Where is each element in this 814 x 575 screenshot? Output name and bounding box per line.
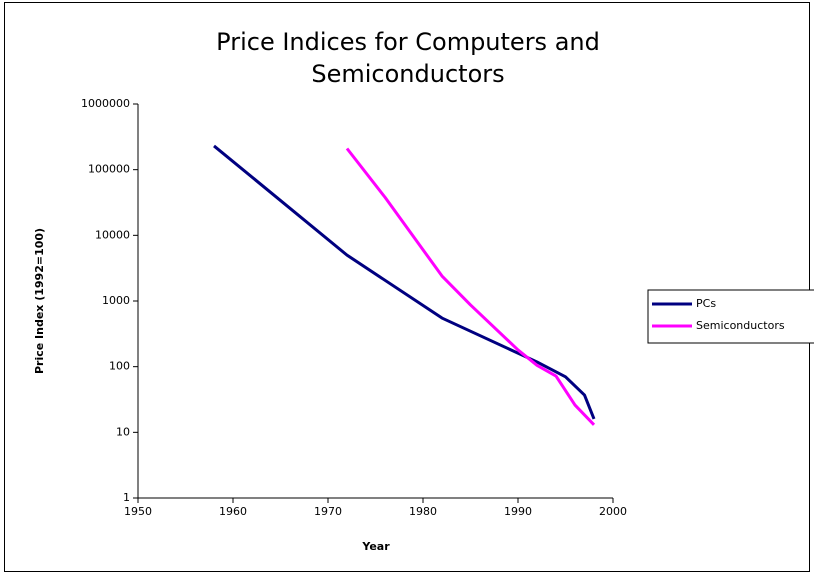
y-tick-label: 100000 xyxy=(88,163,130,176)
y-axis-label: Price Index (1992=100) xyxy=(33,228,46,374)
x-tick-label: 1980 xyxy=(409,505,437,518)
chart-frame xyxy=(4,2,810,572)
chart-title: Price Indices for Computers and Semicond… xyxy=(216,28,600,88)
x-tick-label: 1990 xyxy=(504,505,532,518)
legend-label: PCs xyxy=(696,297,716,310)
x-tick-label: 1960 xyxy=(219,505,247,518)
y-tick-label: 1000 xyxy=(102,294,130,307)
legend-box xyxy=(647,289,814,344)
series-line xyxy=(213,144,596,420)
x-axis-label: Year xyxy=(361,540,390,553)
x-tick-label: 2000 xyxy=(599,505,627,518)
y-tick-label: 1000000 xyxy=(81,97,130,110)
x-tick-label: 1970 xyxy=(314,505,342,518)
y-tick-label: 10 xyxy=(116,425,130,438)
series-line xyxy=(345,147,596,426)
x-tick-label: 1950 xyxy=(124,505,152,518)
y-tick-label: 100 xyxy=(109,360,130,373)
y-tick-label: 1 xyxy=(123,491,130,504)
y-tick-label: 10000 xyxy=(95,228,130,241)
legend-label: Semiconductors xyxy=(696,319,785,332)
